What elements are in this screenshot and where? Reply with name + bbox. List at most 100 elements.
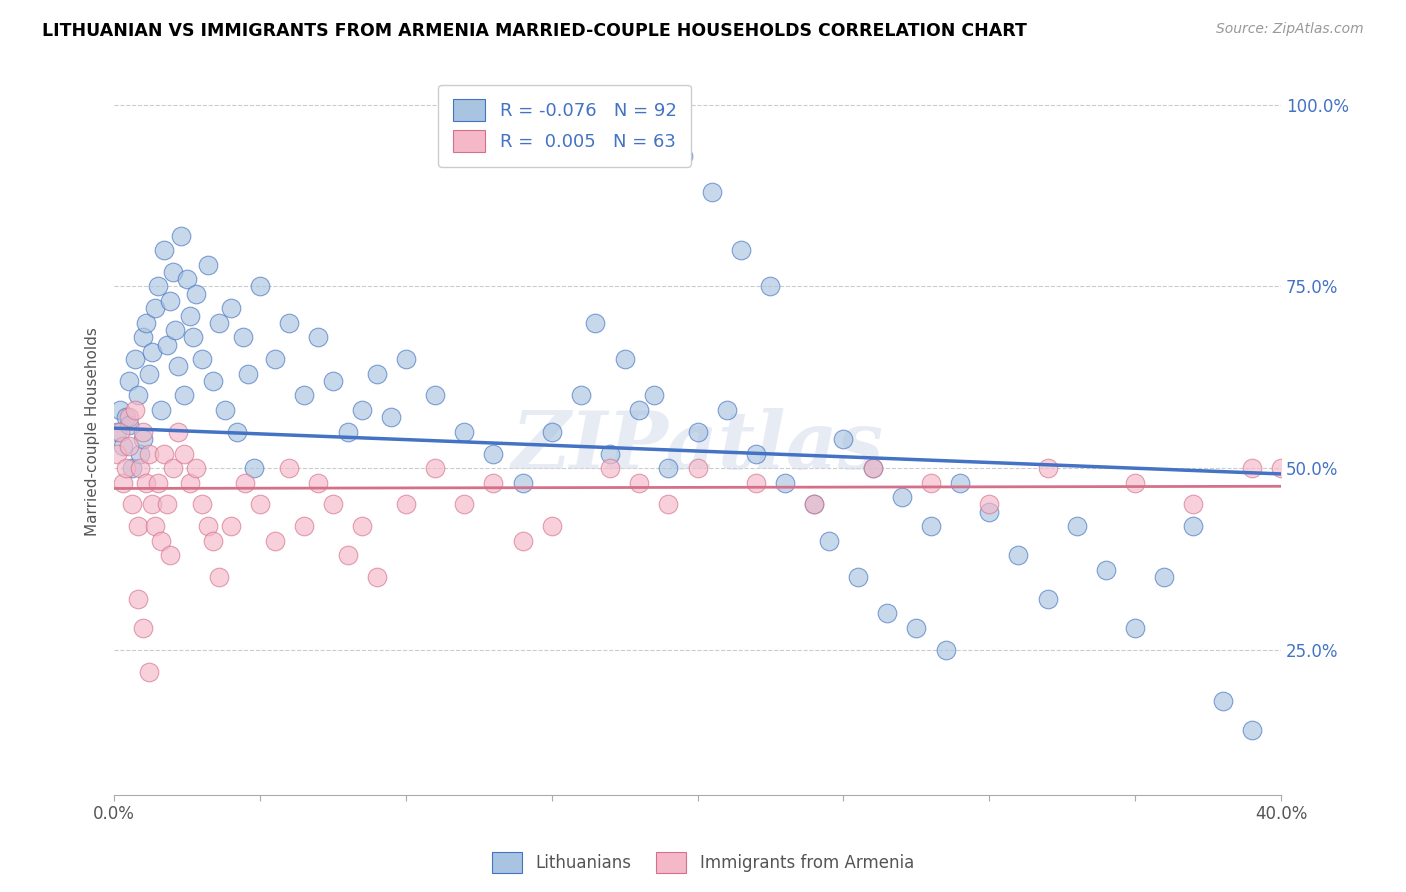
Point (202, 533, 225, 548)
Point (190, 498, 212, 512)
Point (292, 388, 315, 402)
Point (380, 410, 402, 425)
Point (1182, 498, 1205, 512)
Point (322, 374, 344, 388)
Point (613, 352, 636, 367)
Text: ZIPatlas: ZIPatlas (512, 408, 883, 485)
Point (686, 461, 709, 475)
Point (115, 461, 138, 475)
Point (905, 621, 928, 635)
Point (121, 461, 143, 475)
Point (149, 533, 172, 548)
Point (162, 265, 184, 279)
Point (167, 425, 190, 439)
Point (890, 490, 912, 504)
Point (219, 301, 242, 316)
Point (179, 475, 201, 490)
Point (243, 461, 266, 475)
Point (773, 475, 796, 490)
Point (118, 417, 141, 432)
Point (132, 425, 155, 439)
Point (138, 367, 160, 381)
Point (1036, 591, 1059, 606)
Point (366, 367, 388, 381)
Point (352, 519, 374, 533)
Point (176, 272, 198, 286)
Point (979, 505, 1001, 519)
Point (263, 352, 285, 367)
Point (111, 475, 134, 490)
Point (366, 570, 388, 584)
Point (105, 447, 128, 461)
Point (249, 498, 271, 512)
Point (672, 149, 695, 163)
Point (118, 410, 141, 425)
Point (862, 461, 884, 475)
Point (146, 279, 169, 293)
Point (846, 570, 869, 584)
Point (540, 519, 562, 533)
Point (263, 533, 285, 548)
Point (512, 475, 534, 490)
Point (124, 403, 146, 417)
Point (979, 498, 1001, 512)
Point (1123, 475, 1146, 490)
Point (132, 621, 155, 635)
Point (159, 549, 181, 563)
Point (352, 403, 374, 417)
Point (146, 475, 169, 490)
Point (135, 316, 157, 330)
Point (181, 330, 204, 344)
Point (173, 388, 195, 402)
Point (745, 475, 768, 490)
Point (118, 439, 141, 453)
Point (231, 330, 253, 344)
Point (132, 432, 155, 446)
Point (156, 337, 179, 351)
Point (628, 475, 651, 490)
Point (876, 607, 898, 621)
Point (197, 519, 219, 533)
Point (730, 243, 752, 257)
Point (1182, 519, 1205, 533)
Point (920, 519, 942, 533)
Point (540, 425, 562, 439)
Point (292, 519, 315, 533)
Point (803, 498, 825, 512)
Point (208, 570, 231, 584)
Point (165, 323, 187, 337)
Point (1212, 693, 1234, 707)
Point (832, 432, 855, 446)
Point (1153, 570, 1175, 584)
Point (1123, 621, 1146, 635)
Point (124, 352, 146, 367)
Point (395, 498, 418, 512)
Point (599, 447, 621, 461)
Point (162, 461, 184, 475)
Point (569, 388, 592, 402)
Point (108, 403, 131, 417)
Point (208, 316, 231, 330)
Point (759, 279, 782, 293)
Point (307, 330, 329, 344)
Point (423, 461, 446, 475)
Point (453, 425, 475, 439)
Point (129, 461, 152, 475)
Point (143, 301, 166, 316)
Point (322, 498, 344, 512)
Point (1270, 461, 1292, 475)
Point (336, 425, 359, 439)
Y-axis label: Married-couple Households: Married-couple Households (86, 327, 100, 536)
Point (159, 293, 181, 308)
Point (173, 447, 195, 461)
Point (1036, 461, 1059, 475)
Point (803, 498, 825, 512)
Point (129, 447, 152, 461)
Point (716, 403, 738, 417)
Point (249, 279, 271, 293)
Point (482, 475, 505, 490)
Text: Source: ZipAtlas.com: Source: ZipAtlas.com (1216, 22, 1364, 37)
Point (657, 461, 679, 475)
Point (1066, 519, 1088, 533)
Point (121, 498, 143, 512)
